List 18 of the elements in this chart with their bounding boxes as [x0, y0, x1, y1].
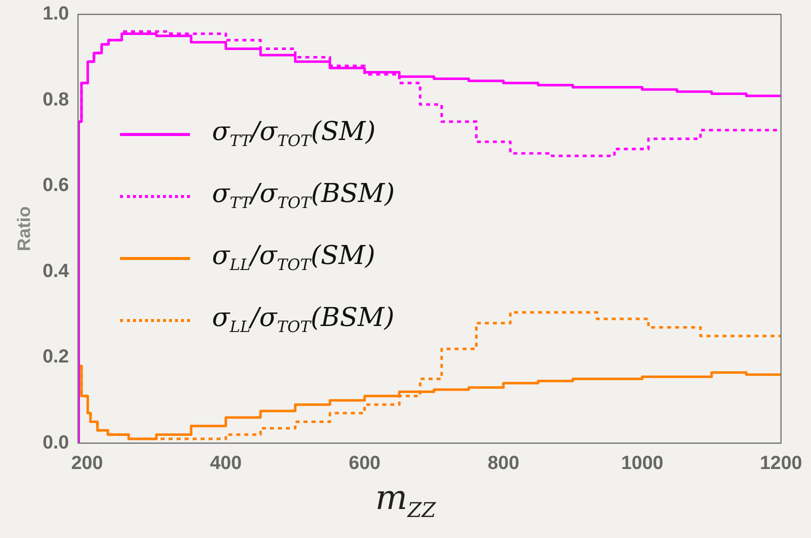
x-tick-label: 200	[71, 452, 103, 474]
y-tick-label: 0.6	[42, 175, 70, 196]
x-tick-label: 400	[210, 452, 242, 474]
y-tick-label: 0.2	[42, 346, 70, 368]
x-tick-label: 1000	[621, 452, 664, 474]
y-tick-label: 0.8	[42, 89, 70, 110]
y-tick-label: 1.0	[42, 4, 70, 25]
legend-label: σ$_{TT}$/σ$_{TOT}$(BSM)	[212, 179, 395, 213]
x-tick-label: 600	[348, 452, 380, 474]
legend-label: σ$_{LL}$/σ$_{TOT}$(BSM)	[212, 303, 394, 337]
y-tick-label: 0.4	[42, 260, 70, 282]
x-tick-label: 1200	[760, 452, 802, 474]
y-tick-label: 0.0	[42, 432, 70, 454]
x-axis-title: m$_{ZZ}$	[374, 478, 437, 522]
x-tick-label: 800	[488, 452, 520, 474]
y-axis-title: Ratio	[14, 206, 34, 252]
legend-label: σ$_{LL}$/σ$_{TOT}$(SM)	[212, 241, 376, 275]
legend-label: σ$_{TT}$/σ$_{TOT}$(SM)	[212, 117, 376, 151]
